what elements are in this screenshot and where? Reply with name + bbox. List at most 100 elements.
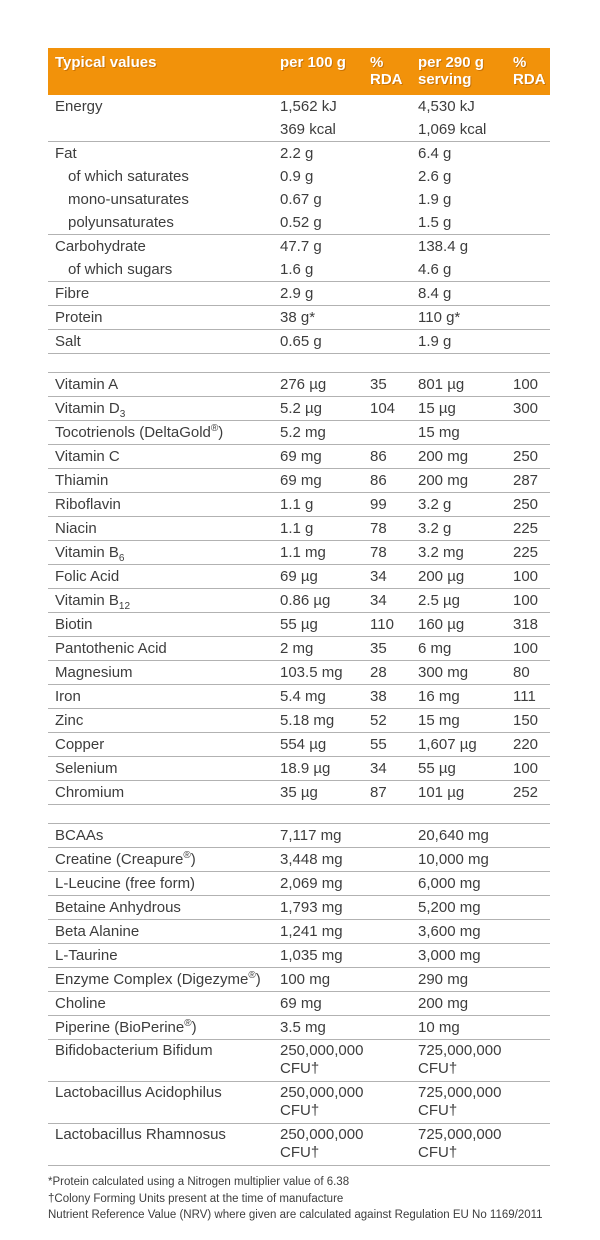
- value-per-290g: 725,000,000 CFU†: [418, 1042, 502, 1077]
- row-label: Thiamin: [55, 471, 109, 489]
- row-label: Piperine (BioPerine®): [55, 1017, 197, 1036]
- row-label: of which sugars: [68, 260, 173, 278]
- row-label: Copper: [55, 735, 105, 753]
- value-per-290g: 200 mg: [418, 994, 469, 1012]
- table-row: Creatine (Creapure®) 3,448 mg 10,000 mg: [48, 848, 550, 871]
- rda-per-290g: 225: [513, 519, 539, 537]
- row-group: Chromium 35 µg 87 101 µg 252: [48, 781, 550, 805]
- rda-per-100g: 86: [370, 447, 387, 465]
- header-per-100g: per 100 g: [280, 54, 346, 71]
- table-row: Chromium 35 µg 87 101 µg 252: [48, 781, 550, 804]
- value-per-100g: 0.86 µg: [280, 591, 331, 609]
- row-group: Zinc 5.18 mg 52 15 mg 150: [48, 709, 550, 733]
- rda-per-100g: 52: [370, 711, 387, 729]
- value-per-290g: 6 mg: [418, 639, 452, 657]
- row-group: Salt 0.65 g 1.9 g: [48, 330, 550, 354]
- rda-per-290g: 287: [513, 471, 539, 489]
- table-row: Iron 5.4 mg 38 16 mg 111: [48, 685, 550, 708]
- row-label: Betaine Anhydrous: [55, 898, 181, 916]
- table-section: BCAAs 7,117 mg 20,640 mg Creatine (Creapure…: [48, 823, 550, 1166]
- value-per-100g: 5.18 mg: [280, 711, 335, 729]
- value-per-100g: 276 µg: [280, 375, 327, 393]
- value-per-100g: 1.6 g: [280, 260, 314, 278]
- table-row: Folic Acid 69 µg 34 200 µg 100: [48, 565, 550, 588]
- row-group: Piperine (BioPerine®) 3.5 mg 10 mg: [48, 1016, 550, 1040]
- table-row: Fibre 2.9 g 8.4 g: [48, 282, 550, 305]
- value-per-100g: 103.5 mg: [280, 663, 343, 681]
- row-label: Lactobacillus Acidophilus: [55, 1084, 222, 1101]
- table-row: Carbohydrate 47.7 g 138.4 g: [48, 235, 550, 258]
- row-label: of which saturates: [68, 167, 189, 185]
- value-per-100g: 69 µg: [280, 567, 318, 585]
- value-per-290g: 2.6 g: [418, 167, 452, 185]
- value-per-290g: 160 µg: [418, 615, 465, 633]
- table-header: Typical values per 100 g % RDA per 290 g…: [48, 48, 550, 95]
- header-rda-100g: % RDA: [370, 54, 403, 88]
- table-row: Energy 1,562 kJ 4,530 kJ: [48, 95, 550, 118]
- row-label: L-Taurine: [55, 946, 118, 964]
- row-label: Vitamin A: [55, 375, 119, 393]
- value-per-100g: 2 mg: [280, 639, 314, 657]
- value-per-290g: 200 mg: [418, 471, 469, 489]
- value-per-290g: 1,069 kcal: [418, 120, 487, 138]
- value-per-290g: 3.2 mg: [418, 543, 464, 561]
- rda-per-100g: 35: [370, 639, 387, 657]
- value-per-100g: 5.2 µg: [280, 399, 323, 417]
- value-per-100g: 369 kcal: [280, 120, 336, 138]
- rda-per-290g: 111: [513, 687, 536, 705]
- rda-per-290g: 250: [513, 447, 539, 465]
- table-row: Vitamin B6 1.1 mg 78 3.2 mg 225: [48, 541, 550, 564]
- value-per-100g: 2,069 mg: [280, 874, 343, 892]
- row-label: Vitamin D3: [55, 399, 126, 420]
- value-per-290g: 200 µg: [418, 567, 465, 585]
- table-row: Lactobacillus Rhamnosus 250,000,000 CFU† 7…: [48, 1124, 550, 1165]
- row-label: Folic Acid: [55, 567, 120, 585]
- value-per-100g: 0.52 g: [280, 213, 322, 231]
- table-row: polyunsaturates 0.52 g 1.5 g: [48, 211, 550, 234]
- row-group: Carbohydrate 47.7 g 138.4 g of which sugars…: [48, 235, 550, 282]
- row-group: Pantothenic Acid 2 mg 35 6 mg 100: [48, 637, 550, 661]
- footnote-cfu: †Colony Forming Units present at the tim…: [48, 1192, 344, 1205]
- rda-per-100g: 34: [370, 759, 387, 777]
- value-per-290g: 2.5 µg: [418, 591, 461, 609]
- table-row: Protein 38 g* 110 g*: [48, 306, 550, 329]
- row-label: Creatine (Creapure®): [55, 849, 196, 868]
- row-group: Vitamin D3 5.2 µg 104 15 µg 300: [48, 397, 550, 421]
- value-per-100g: 3,448 mg: [280, 850, 343, 868]
- rda-per-290g: 100: [513, 639, 539, 657]
- row-group: Vitamin A 276 µg 35 801 µg 100: [48, 373, 550, 397]
- table-row: L-Taurine 1,035 mg 3,000 mg: [48, 944, 550, 967]
- value-per-100g: 5.4 mg: [280, 687, 326, 705]
- table-row: Vitamin D3 5.2 µg 104 15 µg 300: [48, 397, 550, 420]
- table-row: Copper 554 µg 55 1,607 µg 220: [48, 733, 550, 756]
- table-body: Energy 1,562 kJ 4,530 kJ 369 kcal 1,069 kcal…: [48, 95, 550, 1166]
- row-label: Fibre: [55, 284, 90, 302]
- table-row: Pantothenic Acid 2 mg 35 6 mg 100: [48, 637, 550, 660]
- table-row: L-Leucine (free form) 2,069 mg 6,000 mg: [48, 872, 550, 895]
- value-per-290g: 138.4 g: [418, 237, 469, 255]
- rda-per-290g: 100: [513, 375, 539, 393]
- table-row: Fat 2.2 g 6.4 g: [48, 142, 550, 165]
- value-per-290g: 801 µg: [418, 375, 465, 393]
- rda-per-290g: 220: [513, 735, 539, 753]
- value-per-290g: 3,600 mg: [418, 922, 481, 940]
- row-group: Copper 554 µg 55 1,607 µg 220: [48, 733, 550, 757]
- rda-per-100g: 104: [370, 399, 396, 417]
- table-row: Salt 0.65 g 1.9 g: [48, 330, 550, 353]
- value-per-290g: 1,607 µg: [418, 735, 477, 753]
- value-per-290g: 3.2 g: [418, 519, 452, 537]
- row-label: Lactobacillus Rhamnosus: [55, 1126, 226, 1143]
- row-group: Lactobacillus Acidophilus 250,000,000 CFU…: [48, 1082, 550, 1124]
- value-per-290g: 8.4 g: [418, 284, 452, 302]
- table-row: Vitamin B12 0.86 µg 34 2.5 µg 100: [48, 589, 550, 612]
- table-row: Beta Alanine 1,241 mg 3,600 mg: [48, 920, 550, 943]
- row-group: Magnesium 103.5 mg 28 300 mg 80: [48, 661, 550, 685]
- row-label: Pantothenic Acid: [55, 639, 167, 657]
- table-row: 369 kcal 1,069 kcal: [48, 118, 550, 141]
- row-label: Vitamin B6: [55, 543, 125, 564]
- value-per-100g: 1,793 mg: [280, 898, 343, 916]
- rda-per-100g: 86: [370, 471, 387, 489]
- rda-per-290g: 150: [513, 711, 539, 729]
- row-group: Bifidobacterium Bifidum 250,000,000 CFU† 7…: [48, 1040, 550, 1082]
- rda-per-290g: 100: [513, 567, 539, 585]
